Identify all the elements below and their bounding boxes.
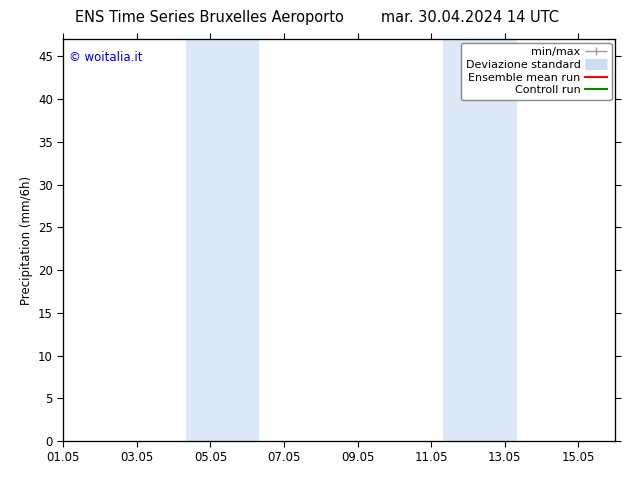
- Y-axis label: Precipitation (mm/6h): Precipitation (mm/6h): [20, 175, 32, 305]
- Bar: [443, 39, 517, 441]
- Bar: [186, 39, 259, 441]
- Text: © woitalia.it: © woitalia.it: [69, 51, 143, 64]
- Legend: min/max, Deviazione standard, Ensemble mean run, Controll run: min/max, Deviazione standard, Ensemble m…: [461, 43, 612, 100]
- Text: ENS Time Series Bruxelles Aeroporto        mar. 30.04.2024 14 UTC: ENS Time Series Bruxelles Aeroporto mar.…: [75, 10, 559, 25]
